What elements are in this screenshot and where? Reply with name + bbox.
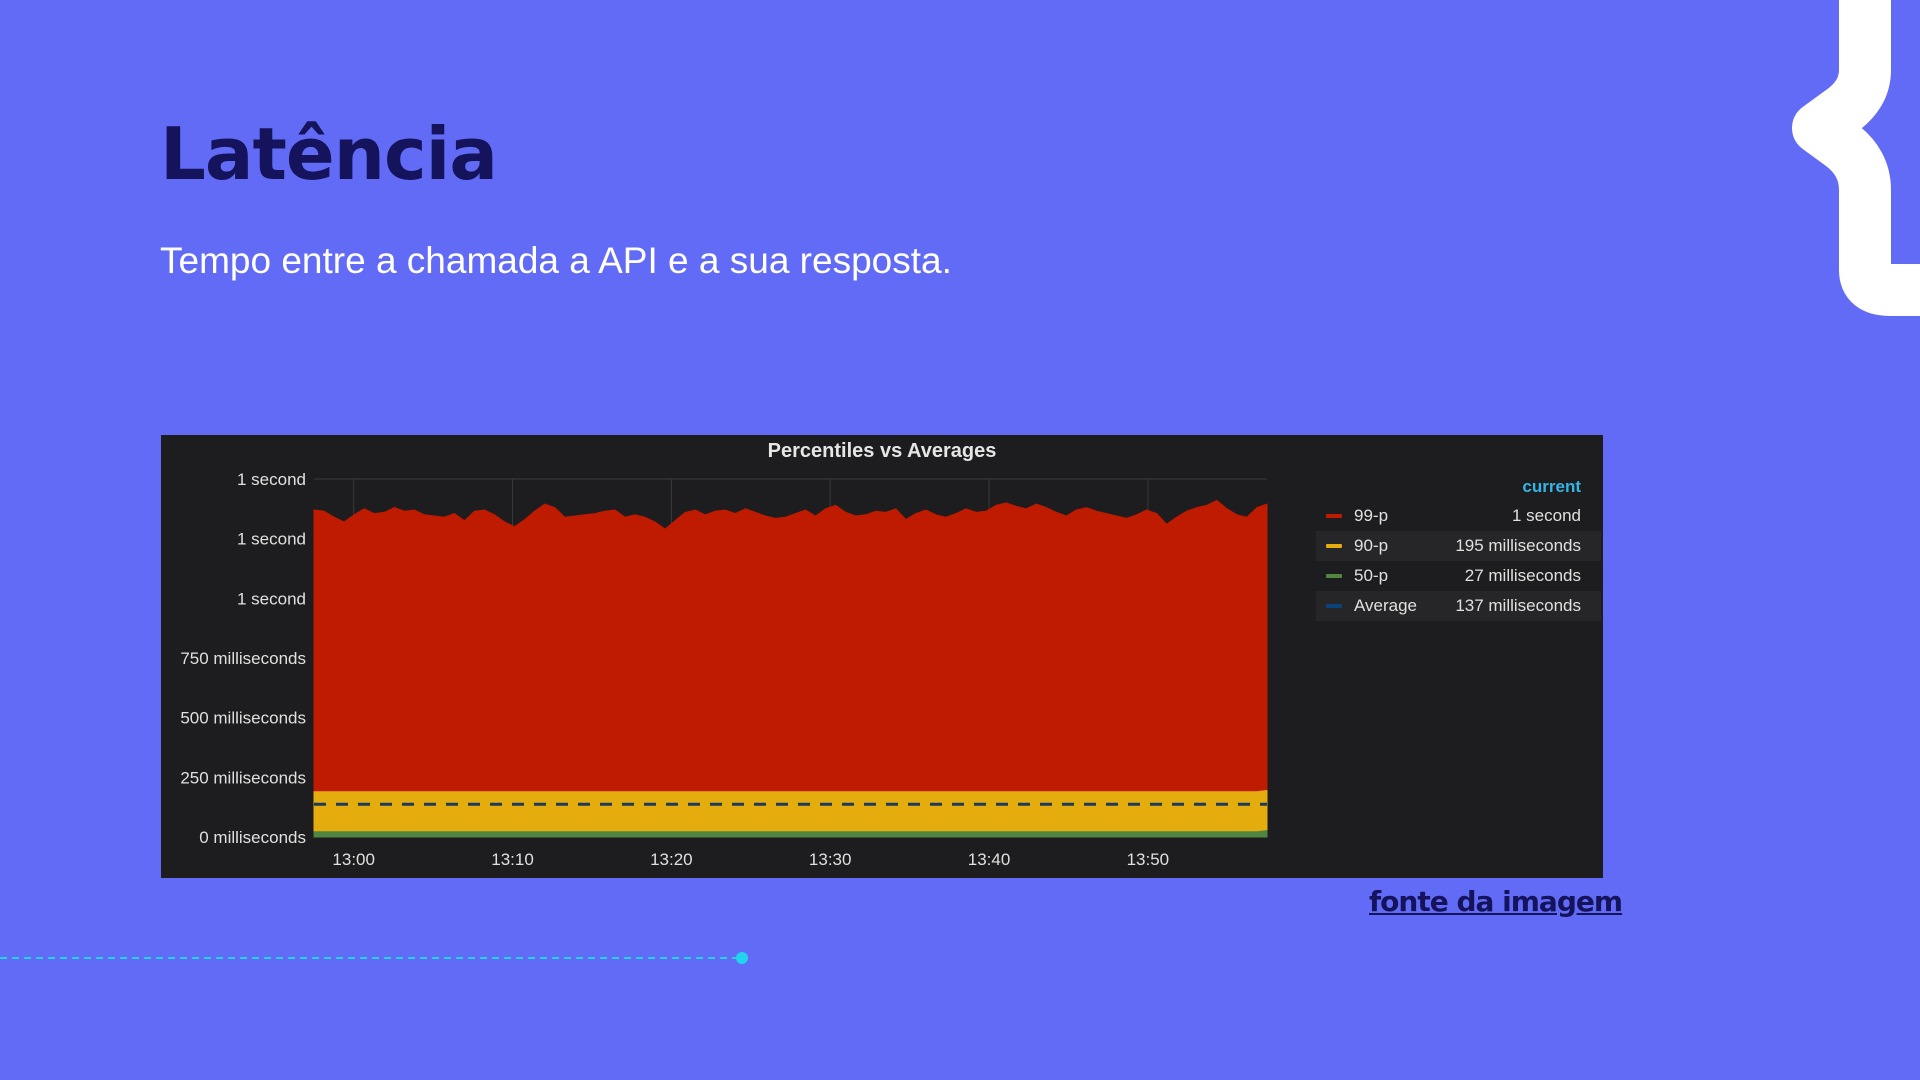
legend-swatch: [1326, 574, 1342, 578]
legend-swatch: [1326, 604, 1342, 608]
x-tick-label: 13:40: [968, 850, 1011, 869]
image-source-link[interactable]: fonte da imagem: [1369, 885, 1623, 918]
series-area-90-p: [313, 789, 1268, 838]
chart-title: Percentiles vs Averages: [767, 440, 997, 462]
legend-header: current: [1522, 477, 1581, 496]
series-area-99-p: [313, 499, 1268, 838]
legend-item[interactable]: 50-p 27 milliseconds: [1316, 561, 1601, 591]
legend-current-value: 1 second: [1512, 506, 1581, 525]
legend-series-name: Average: [1354, 596, 1418, 615]
x-tick-label: 13:50: [1127, 850, 1170, 869]
legend-current-value: 27 milliseconds: [1464, 566, 1581, 585]
chart-legend: current 99-p 1 second 90-p 195 milliseco…: [1316, 473, 1601, 621]
y-tick-label: 750 milliseconds: [180, 649, 306, 668]
y-tick-label: 250 milliseconds: [180, 768, 306, 787]
latency-chart-panel: 0 milliseconds 250 milliseconds 500 millis…: [161, 435, 1603, 878]
legend-current-value: 195 milliseconds: [1455, 536, 1581, 555]
slide-subtitle: Tempo entre a chamada a API e a sua resp…: [160, 240, 952, 281]
legend-series-name: 99-p: [1354, 506, 1389, 525]
x-tick-label: 13:00: [332, 850, 375, 869]
slide-title: Latência: [160, 112, 498, 196]
y-tick-label: 0 milliseconds: [199, 828, 306, 847]
y-tick-label: 500 milliseconds: [180, 709, 306, 728]
decorative-dashed-line: [0, 952, 748, 964]
legend-item[interactable]: 90-p 195 milliseconds: [1316, 531, 1601, 561]
series-area-50-p: [313, 830, 1268, 838]
curly-brace-icon: [1792, 0, 1920, 316]
y-tick-label: 1 second: [237, 470, 306, 489]
dot-icon: [736, 952, 748, 964]
legend-current-value: 137 milliseconds: [1455, 596, 1581, 615]
y-tick-label: 1 second: [237, 589, 306, 608]
legend-series-name: 90-p: [1354, 536, 1389, 555]
legend-series-name: 50-p: [1354, 566, 1389, 585]
latency-chart: 0 milliseconds 250 milliseconds 500 millis…: [180, 470, 1268, 869]
x-tick-label: 13:30: [809, 850, 852, 869]
legend-item[interactable]: Average 137 milliseconds: [1316, 591, 1601, 621]
legend-swatch: [1326, 514, 1342, 518]
x-tick-label: 13:10: [491, 850, 534, 869]
legend-swatch: [1326, 544, 1342, 548]
legend-item[interactable]: 99-p 1 second: [1316, 501, 1601, 531]
y-tick-label: 1 second: [237, 530, 306, 549]
x-tick-label: 13:20: [650, 850, 693, 869]
